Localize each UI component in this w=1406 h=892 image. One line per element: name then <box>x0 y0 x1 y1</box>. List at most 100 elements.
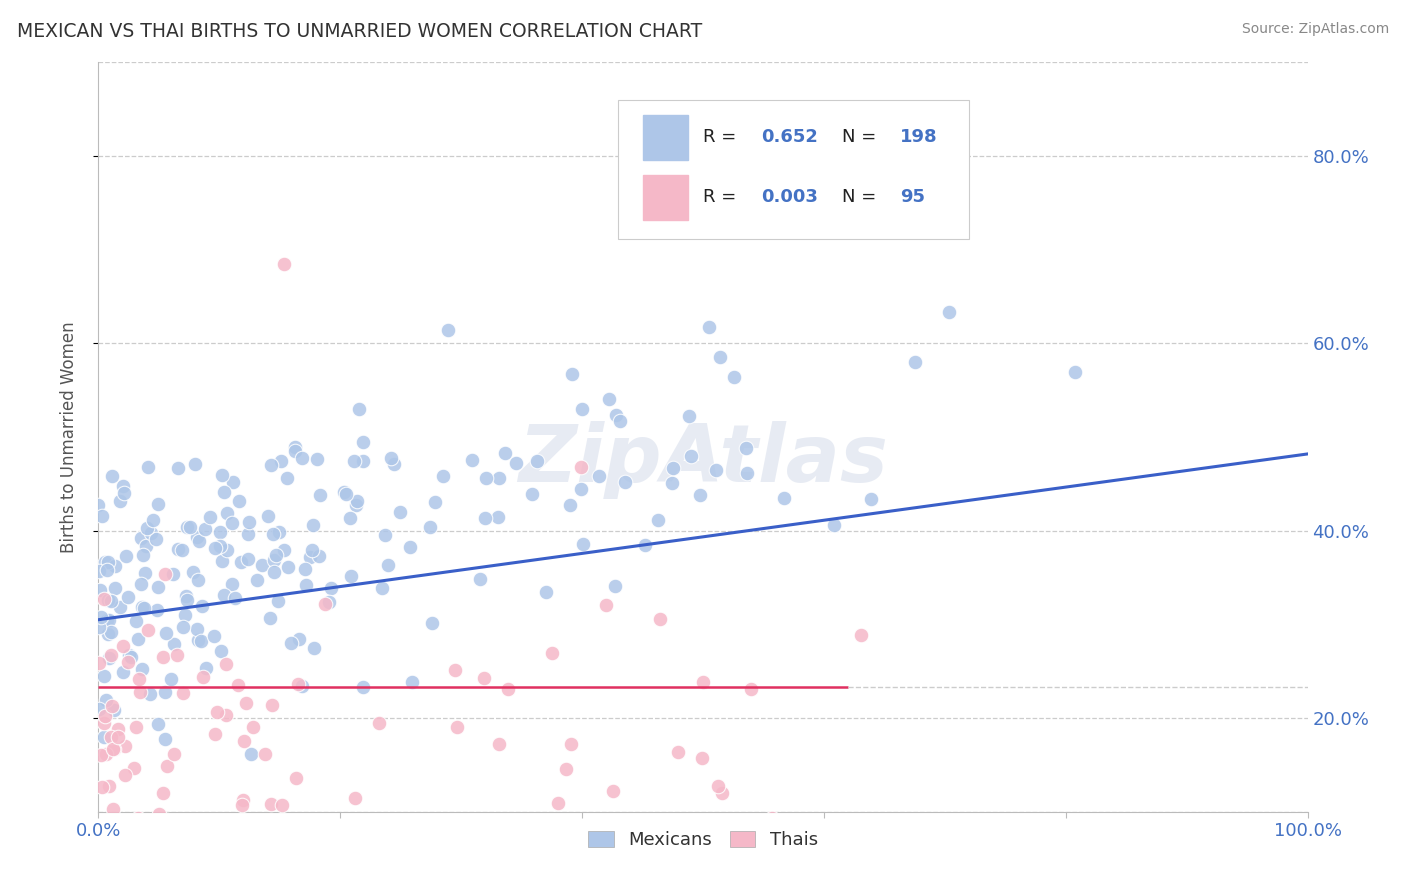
Point <box>252 558 274 572</box>
Point <box>153 567 176 582</box>
FancyBboxPatch shape <box>643 115 689 160</box>
Point <box>314 598 336 612</box>
Point <box>288 632 311 646</box>
Point <box>193 822 215 836</box>
Point <box>103 703 125 717</box>
Point <box>228 678 250 692</box>
Point <box>294 562 316 576</box>
Point <box>90 748 112 763</box>
Point <box>166 648 188 663</box>
Point <box>723 369 745 384</box>
Point <box>269 525 291 540</box>
Point <box>190 633 212 648</box>
Point <box>614 475 637 489</box>
Point <box>146 580 169 594</box>
Point <box>129 685 152 699</box>
Point <box>89 582 111 597</box>
Point <box>436 323 458 337</box>
Point <box>343 454 366 468</box>
Point <box>335 487 357 501</box>
Point <box>132 601 155 615</box>
Point <box>163 880 186 892</box>
Point <box>699 319 721 334</box>
Point <box>155 625 177 640</box>
Point <box>187 573 209 587</box>
Point <box>470 572 492 586</box>
Point <box>96 866 118 880</box>
Point <box>112 639 135 653</box>
Point <box>94 747 117 761</box>
Point <box>166 541 188 556</box>
Point <box>131 662 153 676</box>
Point <box>136 623 159 637</box>
Point <box>114 768 136 782</box>
Point <box>112 665 135 679</box>
Point <box>172 620 194 634</box>
Point <box>229 555 252 569</box>
Point <box>380 451 402 466</box>
Point <box>534 585 557 599</box>
Point <box>344 498 367 512</box>
Point <box>472 671 495 685</box>
Point <box>160 672 183 686</box>
Text: R =: R = <box>703 128 742 146</box>
Point <box>94 709 117 723</box>
Point <box>444 663 467 677</box>
Text: Source: ZipAtlas.com: Source: ZipAtlas.com <box>1241 22 1389 37</box>
Point <box>100 730 122 744</box>
Point <box>520 487 543 501</box>
Point <box>145 532 167 546</box>
Point <box>93 592 115 607</box>
Point <box>938 305 960 319</box>
Point <box>260 458 283 472</box>
Point <box>91 508 114 523</box>
Point <box>238 515 260 529</box>
Point <box>235 696 257 710</box>
Point <box>176 593 198 607</box>
Point <box>710 786 733 800</box>
Point <box>139 526 162 541</box>
Point <box>100 624 122 639</box>
Point <box>186 530 208 544</box>
Point <box>860 491 883 506</box>
Point <box>294 578 316 592</box>
Point <box>94 693 117 707</box>
Point <box>152 786 174 800</box>
Point <box>188 534 211 549</box>
Point <box>202 629 225 643</box>
Point <box>212 588 235 602</box>
Point <box>181 566 204 580</box>
Legend: Mexicans, Thais: Mexicans, Thais <box>581 824 825 856</box>
Point <box>204 726 226 740</box>
Point <box>352 434 374 449</box>
Point <box>569 460 592 475</box>
Point <box>446 720 468 734</box>
Text: N =: N = <box>842 128 882 146</box>
Point <box>101 741 124 756</box>
Point <box>221 475 243 489</box>
Point <box>87 565 110 579</box>
Point <box>262 526 284 541</box>
Point <box>215 708 238 723</box>
Point <box>735 467 758 481</box>
Point <box>302 640 325 655</box>
Point <box>242 720 264 734</box>
Point <box>352 453 374 467</box>
Point <box>93 669 115 683</box>
Point <box>319 581 342 595</box>
Point <box>301 542 323 557</box>
Point <box>647 512 669 526</box>
Point <box>184 457 207 471</box>
Point <box>609 414 631 428</box>
Text: 0.003: 0.003 <box>761 188 818 206</box>
Point <box>679 449 702 463</box>
Point <box>298 549 321 564</box>
Point <box>212 485 235 500</box>
Point <box>135 521 157 535</box>
Point <box>735 442 758 456</box>
Point <box>291 679 314 693</box>
Point <box>496 682 519 697</box>
Point <box>277 560 299 574</box>
Point <box>704 462 727 476</box>
Point <box>232 793 254 807</box>
